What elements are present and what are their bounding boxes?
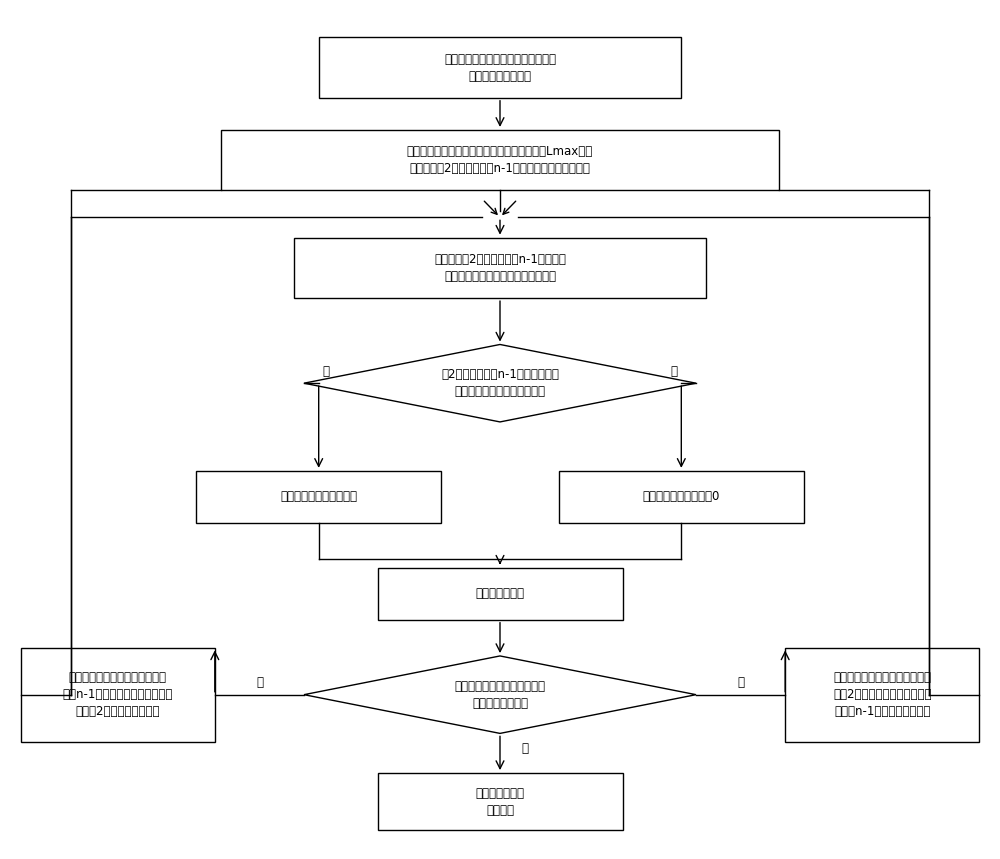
Bar — [294, 238, 706, 298]
Bar — [378, 773, 622, 830]
Bar — [196, 471, 441, 523]
Text: 计算带钢延伸率: 计算带钢延伸率 — [476, 588, 524, 600]
Text: 第2个矫直辊到第n-1个矫直辊处带
钢中间层是否为塑性变形状态: 第2个矫直辊到第n-1个矫直辊处带 钢中间层是否为塑性变形状态 — [441, 369, 559, 399]
Text: 是: 是 — [323, 365, 330, 378]
Text: 若延伸率计算值小于设定值，则
将第n-1个矫直辊向下移动一定距
离，第2个矫直辊位置不变: 若延伸率计算值小于设定值，则 将第n-1个矫直辊向下移动一定距 离，第2个矫直辊… — [63, 671, 173, 718]
Text: 否: 否 — [737, 676, 744, 690]
Text: 计算其它各上排
辊压下量: 计算其它各上排 辊压下量 — [476, 787, 524, 817]
Text: 预设定矫直辊压下量：计算矫直辊最大压下量Lmax，并
分别设定第2个矫直辊和第n-1个矫直辊的压下量初始值: 预设定矫直辊压下量：计算矫直辊最大压下量Lmax，并 分别设定第2个矫直辊和第n… — [407, 145, 593, 175]
Bar — [21, 648, 215, 742]
Text: 是: 是 — [521, 742, 528, 755]
Text: 若延伸率计算值大于设定值，则
将第2个矫直辊向上移动一定距
离，第n-1个矫直辊位置不变: 若延伸率计算值大于设定值，则 将第2个矫直辊向上移动一定距 离，第n-1个矫直辊… — [833, 671, 931, 718]
Polygon shape — [304, 656, 696, 734]
Text: 从生产计划表中获取辊式拉弯矫直机
工艺参数及带钢参数: 从生产计划表中获取辊式拉弯矫直机 工艺参数及带钢参数 — [444, 52, 556, 82]
Text: 否: 否 — [256, 676, 263, 690]
Text: 延伸率计算值与设定值的偏差
是否小于设定精度: 延伸率计算值与设定值的偏差 是否小于设定精度 — [454, 679, 546, 710]
Bar — [221, 130, 779, 191]
Bar — [378, 568, 622, 619]
Text: 依次计算第2个矫直辊到第n-1个矫直辊
处带钢的相对弯曲曲率和相对张应力: 依次计算第2个矫直辊到第n-1个矫直辊 处带钢的相对弯曲曲率和相对张应力 — [434, 253, 566, 283]
Text: 计算该辊处带钢残余应变: 计算该辊处带钢残余应变 — [280, 490, 357, 503]
Polygon shape — [304, 344, 696, 422]
Text: 否: 否 — [670, 365, 677, 378]
Bar — [785, 648, 979, 742]
Bar — [559, 471, 804, 523]
Bar — [319, 37, 681, 98]
Text: 该辊处带钢残余应变为0: 该辊处带钢残余应变为0 — [643, 490, 720, 503]
